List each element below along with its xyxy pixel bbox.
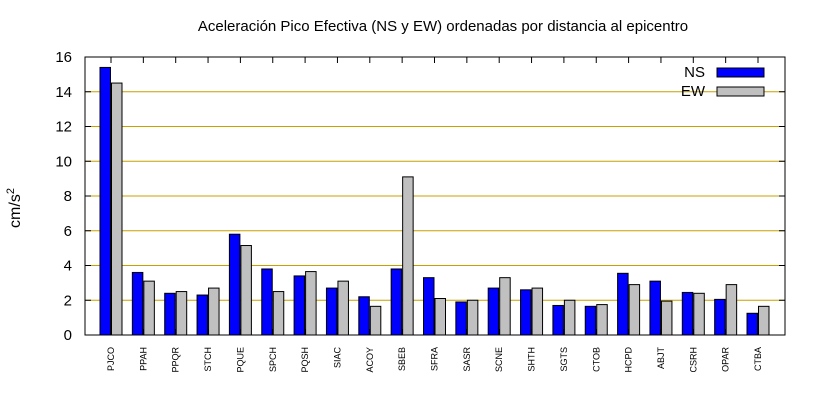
legend: NS EW — [681, 64, 765, 100]
bar-ew-sbeb — [402, 176, 414, 336]
bar-ew-pjco — [111, 82, 123, 336]
bar-ns-sgts — [552, 304, 564, 336]
legend-swatch-ew — [716, 86, 765, 97]
x-tick-label: SIAC — [332, 347, 342, 369]
bar-ew-stch — [208, 287, 220, 336]
y-tick-label: 8 — [64, 188, 72, 205]
x-tick-label: PQUE — [235, 347, 245, 373]
bar-ns-stch — [196, 294, 209, 336]
y-tick-label: 4 — [64, 258, 72, 275]
x-tick-label: STCH — [203, 347, 213, 372]
bar-ns-sbeb — [390, 268, 403, 336]
bars — [99, 66, 770, 336]
y-axis-label: cm/s2 — [5, 188, 24, 228]
x-tick-label: ABJT — [656, 347, 666, 370]
bar-ns-acoy — [358, 296, 370, 336]
x-tick-label: PJCO — [106, 347, 116, 371]
x-tick-label: SPCH — [268, 347, 278, 372]
x-tick-label: SBEB — [397, 347, 407, 371]
y-tick-label: 12 — [55, 119, 72, 136]
bar-ns-ppqr — [164, 292, 176, 336]
x-tick-label: ACOY — [365, 347, 375, 373]
bar-ew-sfra — [434, 298, 446, 336]
x-tick-label: CTBA — [753, 347, 763, 371]
y-tick-label: 2 — [64, 292, 72, 309]
bar-ew-abjt — [660, 300, 673, 336]
bar-ns-ctob — [584, 305, 597, 336]
y-tick-label: 6 — [64, 223, 72, 240]
bar-ew-ppah — [143, 280, 155, 336]
legend-label-ns: NS — [684, 64, 705, 81]
bar-ns-pque — [228, 233, 241, 336]
x-tick-label: SGTS — [559, 347, 569, 372]
bar-ns-pqsh — [293, 275, 306, 336]
bar-ew-opar — [725, 284, 738, 336]
x-tick-label: SCNE — [494, 347, 504, 372]
bar-ns-abjt — [649, 280, 661, 336]
bar-ns-hcpd — [617, 272, 629, 336]
bar-ew-spch — [272, 291, 285, 336]
bar-ew-pqsh — [305, 271, 317, 336]
y-tick-label: 16 — [55, 49, 72, 66]
bar-ew-csrh — [693, 292, 705, 336]
x-tick-label: PPAH — [138, 347, 148, 371]
x-tick-label: CSRH — [688, 347, 698, 373]
bar-ns-scne — [487, 287, 500, 336]
y-tick-label: 14 — [55, 84, 72, 101]
chart-title: Aceleración Pico Efectiva (NS y EW) orde… — [198, 18, 688, 35]
bar-ns-sfra — [423, 277, 435, 336]
y-axis-unit-exponent: 2 — [5, 188, 17, 194]
legend-swatch-ns — [716, 67, 765, 78]
bar-ns-shth — [520, 289, 532, 336]
bar-ns-siac — [325, 287, 338, 336]
x-tick-label: HCPD — [624, 347, 634, 373]
x-tick-label: PPQR — [171, 347, 181, 373]
legend-label-ew: EW — [681, 83, 706, 100]
y-axis-unit: cm/s — [7, 194, 24, 228]
gridlines — [85, 91, 785, 301]
bar-ns-spch — [261, 268, 273, 336]
plot-frame — [84, 56, 786, 336]
bar-ew-siac — [337, 280, 349, 336]
bar-ew-sgts — [563, 299, 576, 336]
bar-ew-ctba — [758, 305, 770, 336]
bar-ns-sasr — [455, 301, 467, 336]
bar-ns-opar — [714, 298, 726, 336]
bar-ns-csrh — [681, 291, 694, 336]
bar-ns-ctba — [746, 312, 758, 336]
x-tick-label: CTOB — [591, 347, 601, 372]
bar-ew-ctob — [596, 304, 608, 336]
y-tick-label: 0 — [64, 327, 72, 344]
bar-ew-pque — [240, 245, 252, 336]
bar-ew-scne — [499, 277, 511, 336]
x-tick-label: SFRA — [430, 347, 440, 371]
bar-ew-sasr — [466, 299, 479, 336]
axes: 0 2 4 6 8 10 12 14 16 PJCO PPAH PPQR STCH PQUE SPCH PQS… — [55, 49, 786, 373]
y-tick-label: 10 — [55, 153, 72, 170]
bar-ew-shth — [531, 287, 544, 336]
bar-ew-acoy — [369, 305, 382, 336]
x-tick-label: PQSH — [300, 347, 310, 373]
x-tick-label: OPAR — [721, 347, 731, 372]
bar-ew-hcpd — [628, 284, 641, 336]
bar-ns-ppah — [131, 271, 144, 336]
bar-ew-ppqr — [175, 291, 188, 336]
x-tick-label: SHTH — [527, 347, 537, 372]
bar-ns-pjco — [99, 66, 111, 336]
x-tick-label: SASR — [462, 347, 472, 372]
